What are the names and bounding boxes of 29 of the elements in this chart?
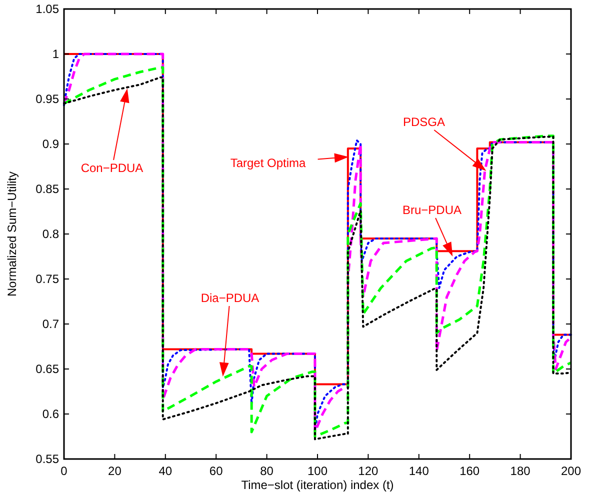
- x-tick-label: 160: [460, 464, 480, 478]
- y-tick-label: 0.65: [36, 362, 60, 376]
- x-tick-label: 100: [307, 464, 328, 478]
- y-tick-label: 0.75: [36, 272, 60, 286]
- y-tick-label: 0.8: [42, 227, 60, 241]
- annotation: Bru−PDUA: [402, 203, 462, 217]
- y-tick-label: 0.7: [42, 317, 60, 331]
- y-tick-label: 1: [52, 47, 60, 61]
- y-axis-title: Normalized Sum−Utility: [5, 171, 19, 297]
- x-tick-label: 0: [60, 464, 68, 478]
- y-tick-label: 0.9: [42, 137, 60, 151]
- x-tick-label: 80: [260, 464, 274, 478]
- y-tick-label: 0.85: [36, 182, 60, 196]
- annotation: PDSGA: [402, 115, 446, 129]
- annotation: Con−PDUA: [80, 161, 144, 175]
- x-axis-title: Time−slot (iteration) index (t): [241, 478, 394, 492]
- x-tick-label: 200: [560, 464, 582, 478]
- x-tick-label: 40: [158, 464, 172, 478]
- x-tick-label: 60: [209, 464, 224, 478]
- y-tick-label: 0.6: [42, 407, 60, 421]
- y-tick-label: 0.95: [36, 92, 60, 106]
- x-tick-label: 180: [510, 464, 531, 478]
- y-tick-label: 1.05: [36, 2, 60, 16]
- x-tick-label: 140: [408, 464, 430, 478]
- y-tick-label: 0.55: [36, 452, 60, 466]
- x-tick-label: 20: [108, 464, 122, 478]
- annotation: Target Optima: [230, 156, 306, 170]
- x-tick-label: 120: [358, 464, 379, 478]
- annotation: Dia−PDUA: [200, 291, 260, 305]
